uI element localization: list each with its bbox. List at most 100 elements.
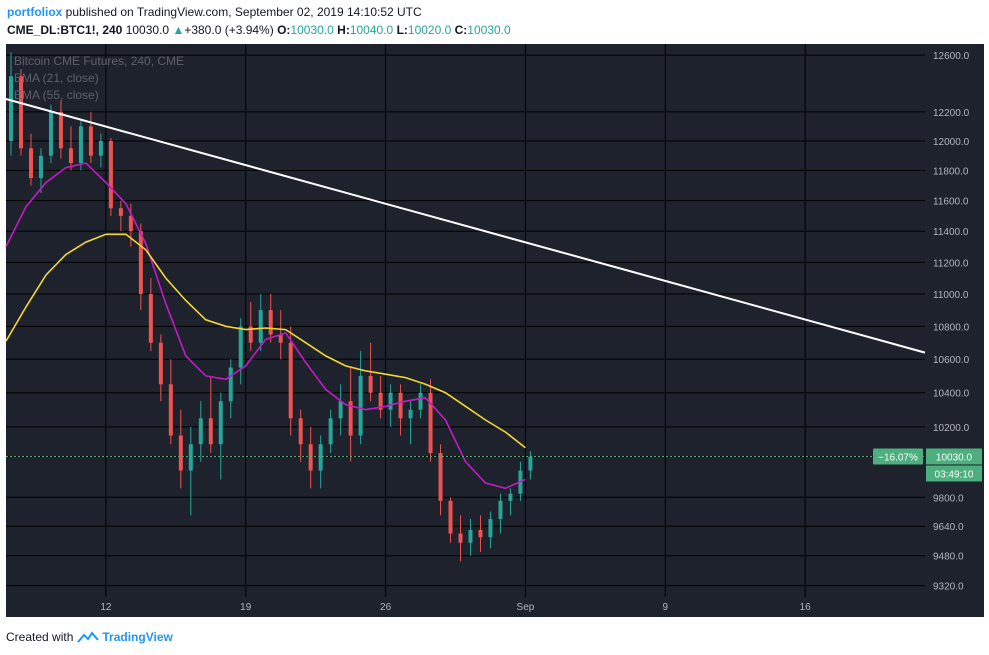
high-label: H: (337, 23, 350, 37)
candle-body (328, 418, 333, 445)
candle-body (228, 367, 233, 402)
y-tick-label: 11000.0 (933, 290, 969, 301)
author-link[interactable]: portfoliox (7, 5, 63, 19)
publish-info: portfoliox published on TradingView.com,… (7, 5, 422, 19)
candle-body (338, 401, 343, 419)
low-value: 10020.0 (407, 23, 452, 37)
candle-body (468, 529, 473, 543)
percent-badge-text: −16.07% (878, 452, 918, 463)
created-with-text: Created with (6, 630, 74, 644)
time-axis[interactable] (6, 597, 984, 617)
candle-body (48, 111, 53, 156)
candle-body (208, 418, 213, 445)
candle-body (88, 126, 93, 156)
candle-body (348, 401, 353, 436)
x-tick-label: 16 (800, 602, 812, 613)
candle-body (268, 310, 273, 335)
candle-body (108, 140, 113, 209)
price-badge (926, 448, 982, 465)
ema21-line (5, 162, 526, 490)
y-tick-label: 11400.0 (933, 227, 969, 238)
y-tick-label: 12600.0 (933, 51, 970, 62)
candle-body (58, 111, 63, 149)
y-tick-label: 10800.0 (933, 322, 970, 333)
close-value: 10030.0 (467, 23, 511, 37)
legend-title: Bitcoin CME Futures, 240, CME (14, 54, 184, 68)
y-tick-label: 11800.0 (933, 167, 969, 178)
price-axis[interactable] (925, 44, 984, 597)
candle-body (148, 294, 153, 343)
last-price: 10030.0 (125, 23, 170, 37)
y-tick-label: 10200.0 (933, 423, 970, 434)
y-tick-label: 9480.0 (933, 552, 964, 563)
candle-body (528, 456, 533, 471)
candle-body (418, 392, 423, 410)
candle-body (8, 76, 13, 141)
x-tick-label: 12 (100, 602, 112, 613)
candle-body (168, 384, 173, 436)
candle-body (458, 533, 463, 543)
y-tick-label: 9320.0 (933, 582, 964, 593)
symbol-label: CME_DL:BTC1!, 240 (7, 23, 123, 37)
up-arrow-icon: ▲ (172, 23, 185, 37)
ema55-line (5, 233, 526, 449)
legend-ema55: EMA (55, close) (14, 88, 99, 102)
y-tick-label: 12000.0 (933, 137, 970, 148)
candle-body (398, 392, 403, 419)
y-tick-label: 9640.0 (933, 522, 964, 533)
tradingview-logo-icon (77, 631, 100, 643)
y-tick-label: 11600.0 (933, 197, 969, 208)
x-tick-label: 9 (663, 602, 669, 613)
candle-body (298, 418, 303, 445)
y-tick-label: 11200.0 (933, 258, 969, 269)
candle-body (68, 148, 73, 164)
candle-body (278, 334, 283, 343)
y-tick-label: 10600.0 (933, 355, 970, 366)
candle-body (238, 326, 243, 368)
candle-body (448, 500, 453, 534)
footer: Created with TradingView (6, 630, 173, 644)
candle-body (128, 215, 133, 232)
percent-badge (873, 448, 923, 465)
plot-area[interactable] (6, 44, 925, 597)
candle-body (478, 529, 483, 538)
candle-body (248, 326, 253, 343)
candle-body (508, 493, 513, 501)
tradingview-brand-link[interactable]: TradingView (102, 630, 173, 644)
candle-body (78, 126, 83, 164)
candle-body (498, 500, 503, 519)
candle-body (318, 444, 323, 471)
candle-body (18, 76, 23, 149)
y-tick-label: 9800.0 (933, 493, 964, 504)
candle-body (388, 392, 393, 410)
candle-body (218, 401, 223, 445)
legend-ema21: EMA (21, close) (14, 71, 99, 85)
candle-body (118, 208, 123, 216)
close-label: C: (454, 23, 468, 37)
x-tick-label: 26 (380, 602, 392, 613)
candle-body (178, 435, 183, 471)
open-value: 10030.0 (290, 23, 334, 37)
candle-body (428, 392, 433, 453)
candle-body (438, 452, 443, 501)
candle-body (308, 444, 313, 471)
countdown-badge (926, 465, 982, 482)
x-tick-label: Sep (517, 602, 535, 613)
candle-body (488, 518, 493, 538)
candle-body (288, 342, 293, 419)
candle-body (198, 418, 203, 445)
candle-body (28, 148, 33, 179)
open-label: O: (277, 23, 291, 37)
candle-body (158, 342, 163, 385)
low-label: L: (396, 23, 408, 37)
candle-body (98, 140, 103, 156)
countdown-badge-text: 03:49:10 (935, 469, 974, 480)
y-tick-label: 12200.0 (933, 108, 970, 119)
x-tick-label: 19 (240, 602, 252, 613)
candle-body (188, 444, 193, 471)
trend-line (5, 98, 926, 354)
candle-body (38, 155, 43, 179)
candle-body (138, 231, 143, 295)
high-value: 10040.0 (349, 23, 394, 37)
